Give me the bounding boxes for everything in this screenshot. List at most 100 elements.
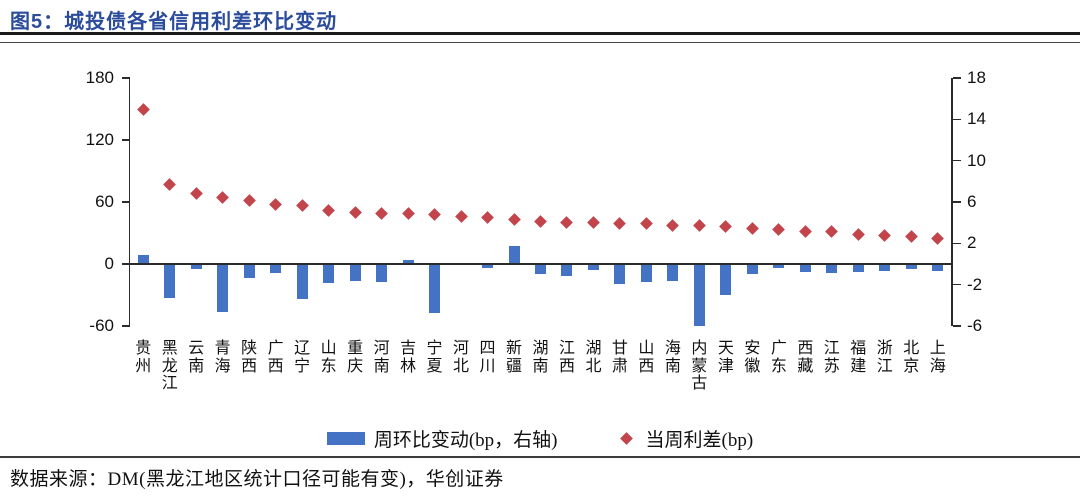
bar xyxy=(296,264,308,300)
x-axis-label: 广 西 xyxy=(267,340,284,375)
bar xyxy=(667,264,679,281)
diamond-marker xyxy=(454,210,468,223)
x-axis-label: 山 西 xyxy=(638,340,655,375)
diamond-marker xyxy=(269,197,283,211)
right-tick-label: -6 xyxy=(967,316,983,335)
bar xyxy=(614,264,626,284)
left-tick-label: -60 xyxy=(89,316,114,335)
left-axis-tick xyxy=(122,139,130,141)
right-axis-tick xyxy=(952,201,961,203)
right-axis-tick xyxy=(952,325,961,327)
diamond-marker xyxy=(666,219,680,233)
bar xyxy=(429,264,441,313)
diamond-marker xyxy=(507,213,521,226)
diamond-marker xyxy=(428,208,441,221)
left-axis-tick xyxy=(122,201,130,203)
diamond-marker xyxy=(745,222,759,236)
bar xyxy=(376,264,388,282)
bar xyxy=(826,264,838,274)
x-axis-label: 新 疆 xyxy=(506,340,523,375)
right-tick-label: 14 xyxy=(967,109,986,129)
x-axis-label: 甘 肃 xyxy=(611,340,628,375)
diamond-marker xyxy=(242,194,256,208)
bar xyxy=(852,264,864,273)
x-axis-label: 贵 州 xyxy=(135,340,152,375)
legend: 周环比变动(bp，右轴) 当周利差(bp) xyxy=(0,425,1080,451)
bar xyxy=(190,264,202,270)
bar xyxy=(693,264,705,326)
legend-item-diamond: 当周利差(bp) xyxy=(616,425,753,452)
diamond-marker xyxy=(904,229,918,243)
x-axis-label: 河 南 xyxy=(373,340,390,375)
right-tick-label: 18 xyxy=(967,68,986,87)
legend-bar-label: 周环比变动(bp，右轴) xyxy=(373,429,558,451)
diamond-marker xyxy=(375,206,388,220)
x-axis-label: 山 东 xyxy=(320,340,337,375)
bar xyxy=(323,264,335,283)
diamond-marker xyxy=(931,231,945,245)
x-axis-label: 辽 宁 xyxy=(294,340,311,375)
diamond-marker xyxy=(851,227,865,241)
x-axis-label: 北 京 xyxy=(903,340,920,375)
diamond-marker xyxy=(587,216,600,230)
x-axis-label: 江 西 xyxy=(558,340,575,375)
right-axis-line xyxy=(951,78,953,326)
diamond-marker xyxy=(481,211,494,224)
x-axis-label: 安 徽 xyxy=(744,340,761,375)
bar xyxy=(164,264,176,299)
left-axis-tick xyxy=(122,263,130,265)
diamond-marker xyxy=(534,215,547,228)
right-tick-label: 2 xyxy=(967,233,977,253)
x-axis-label: 黑 龙 江 xyxy=(161,340,178,392)
x-axis-label: 广 东 xyxy=(770,340,787,375)
diamond-marker xyxy=(136,102,150,116)
x-axis-label: 河 北 xyxy=(453,340,470,375)
x-axis-label: 宁 夏 xyxy=(426,340,443,375)
bar xyxy=(217,264,229,312)
x-axis-label: 海 南 xyxy=(664,340,681,375)
diamond-marker xyxy=(772,223,786,237)
diamond-marker xyxy=(189,187,203,201)
x-axis-label: 内 蒙 古 xyxy=(691,340,708,392)
x-axis-label: 吉 林 xyxy=(400,340,417,375)
x-axis-label: 浙 江 xyxy=(876,340,893,375)
legend-item-bar: 周环比变动(bp，右轴) xyxy=(326,425,558,452)
chart-area: 180 120 60 0 -60 18 14 10 6 2 -2 -6 贵 州黑 龙 江云 南青 海陕 … xyxy=(85,68,986,393)
bar xyxy=(137,254,149,264)
right-axis-tick xyxy=(952,242,961,245)
left-tick-label: 120 xyxy=(85,130,114,149)
bar xyxy=(535,264,546,275)
bar-swatch-icon xyxy=(326,431,365,445)
left-tick-label: 0 xyxy=(104,254,114,273)
diamond-marker xyxy=(613,217,627,231)
bar xyxy=(349,264,361,281)
bar xyxy=(773,264,785,269)
diamond-marker xyxy=(693,219,706,233)
footer-rule xyxy=(0,456,1080,458)
bar xyxy=(799,264,811,273)
bar xyxy=(879,264,891,272)
diamond-marker-icon xyxy=(619,431,633,445)
x-axis-label: 四 川 xyxy=(479,340,496,375)
right-axis-tick xyxy=(952,77,961,79)
bar xyxy=(482,264,494,269)
left-tick-label: 180 xyxy=(85,68,114,87)
bar xyxy=(402,259,414,264)
x-axis-label: 重 庆 xyxy=(347,340,364,375)
diamond-marker xyxy=(401,206,415,220)
diamond-marker xyxy=(825,225,839,239)
bar xyxy=(746,264,758,275)
diamond-marker xyxy=(348,205,362,219)
x-axis-label: 江 苏 xyxy=(823,340,840,375)
bar xyxy=(508,246,520,264)
diamond-marker xyxy=(216,191,230,205)
bar xyxy=(640,264,652,282)
x-axis-label: 天 津 xyxy=(717,340,734,375)
right-axis-tick xyxy=(952,159,961,162)
left-tick-label: 60 xyxy=(95,192,114,211)
diamond-marker xyxy=(163,178,177,191)
figure-title: 图5：城投债各省信用利差环比变动 xyxy=(10,11,338,33)
x-axis-label: 陕 西 xyxy=(241,340,258,375)
diamond-marker xyxy=(640,217,653,231)
right-tick-label: 10 xyxy=(967,150,986,170)
